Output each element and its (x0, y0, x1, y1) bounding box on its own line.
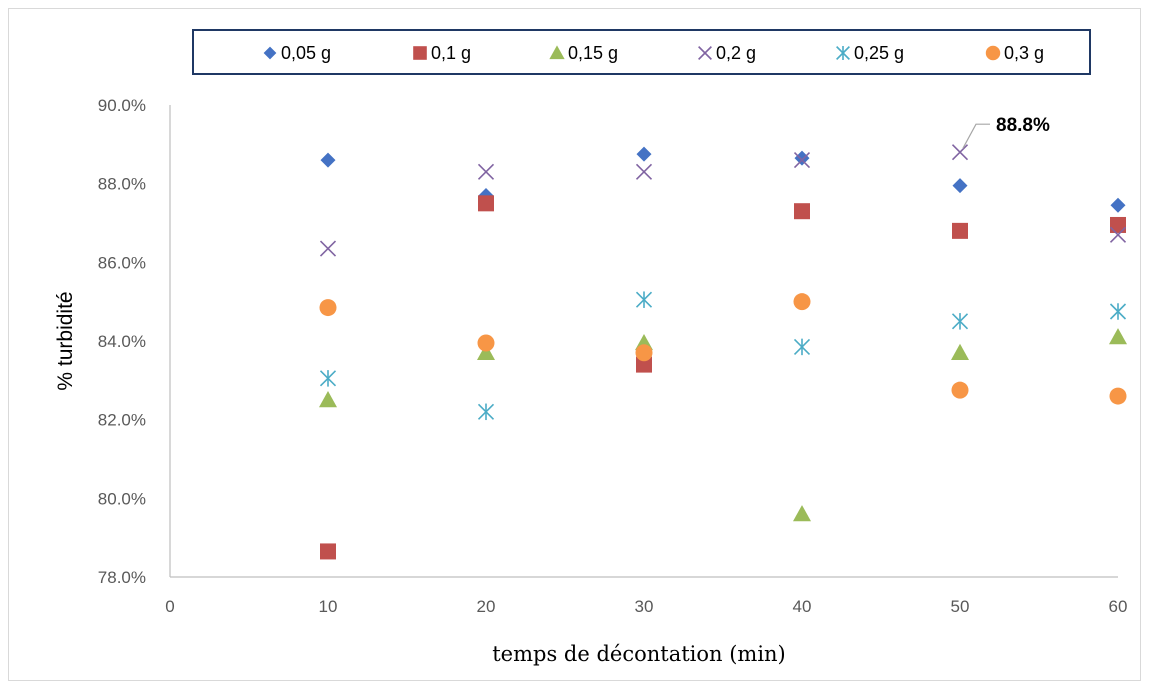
data-point (320, 152, 336, 168)
data-point (636, 146, 652, 162)
data-point (951, 313, 969, 330)
data-point (635, 163, 653, 180)
legend-label: 0,25 g (854, 43, 904, 63)
data-point (477, 343, 495, 360)
legend-marker (698, 46, 712, 60)
data-point (478, 195, 494, 212)
data-points (319, 144, 1127, 560)
series-0-2-g (319, 144, 1127, 257)
data-point (477, 334, 495, 352)
legend-marker (263, 46, 277, 60)
legend-item: 0,1 g (413, 43, 471, 63)
x-axis-title: temps de décontation (min) (492, 642, 786, 666)
legend-box (192, 29, 1091, 75)
x-tick-label: 50 (951, 597, 970, 616)
data-point (1109, 387, 1127, 405)
annotation-leader-line (962, 123, 990, 149)
data-point (793, 152, 811, 169)
data-point (1110, 197, 1126, 213)
chart-frame (8, 8, 1141, 681)
legend-label: 0,2 g (716, 43, 756, 63)
data-point (320, 543, 336, 560)
legend-label: 0,3 g (1004, 43, 1044, 63)
data-point (1109, 303, 1127, 320)
series-0-3-g (319, 293, 1127, 405)
y-tick-label: 90.0% (98, 96, 146, 115)
y-tick-label: 80.0% (98, 489, 146, 508)
axes (169, 105, 1118, 578)
x-tick-label: 10 (319, 597, 338, 616)
data-point (636, 356, 652, 373)
data-point (952, 222, 968, 239)
y-tick-label: 78.0% (98, 568, 146, 587)
series-0-15-g (319, 328, 1127, 522)
data-point (1109, 328, 1127, 345)
data-point (477, 403, 495, 421)
data-point (635, 344, 653, 362)
legend-label: 0,05 g (281, 43, 331, 63)
axis-titles: temps de décontation (min) % turbidité (54, 291, 786, 666)
legend-marker (549, 45, 565, 60)
data-point (951, 343, 969, 360)
data-point (477, 163, 495, 180)
x-tick-label: 20 (477, 597, 496, 616)
annotations: 88.8% (962, 115, 1050, 149)
y-tick-label: 88.0% (98, 175, 146, 194)
legend-item: 0,3 g (985, 43, 1044, 63)
legend-label: 0,15 g (568, 43, 618, 63)
data-point (794, 203, 810, 220)
x-tick-label: 60 (1109, 597, 1128, 616)
legend-marker (413, 46, 427, 60)
data-point (319, 391, 337, 408)
legend-item: 0,2 g (698, 43, 756, 63)
data-point (319, 240, 337, 257)
data-point (794, 150, 810, 166)
data-point (319, 370, 337, 387)
legend: 0,05 g 0,1 g 0,15 g 0,2 g 0,25 g 0,3 g (192, 29, 1091, 75)
y-tick-label: 82.0% (98, 411, 146, 430)
x-tick-label: 40 (793, 597, 812, 616)
data-point (951, 381, 969, 399)
data-point (952, 178, 968, 194)
data-point (793, 338, 811, 356)
data-point (793, 505, 811, 522)
data-point (951, 144, 969, 161)
legend-label: 0,1 g (431, 43, 471, 63)
y-tick-label: 86.0% (98, 253, 146, 272)
legend-marker (985, 45, 1001, 61)
legend-marker (836, 45, 850, 61)
x-tick-label: 30 (635, 597, 654, 616)
annotation-label: 88.8% (996, 115, 1050, 136)
legend-item: 0,25 g (836, 43, 904, 63)
x-tick-label: 0 (165, 597, 174, 616)
legend-item: 0,15 g (549, 43, 618, 63)
y-axis-title: % turbidité (54, 291, 77, 390)
series-0-05-g (320, 146, 1126, 213)
data-point (1110, 216, 1126, 233)
y-tick-label: 84.0% (98, 332, 146, 351)
data-point (635, 291, 653, 308)
data-point (319, 299, 337, 317)
series-0-25-g (319, 291, 1127, 421)
data-point (1109, 226, 1127, 243)
legend-item: 0,05 g (263, 43, 331, 63)
data-point (793, 293, 811, 311)
series-0-1-g (320, 195, 1126, 560)
tick-labels: 78.0% 80.0% 82.0% 84.0% 86.0% 88.0% 90.0% 0 10 20… (98, 96, 1128, 616)
